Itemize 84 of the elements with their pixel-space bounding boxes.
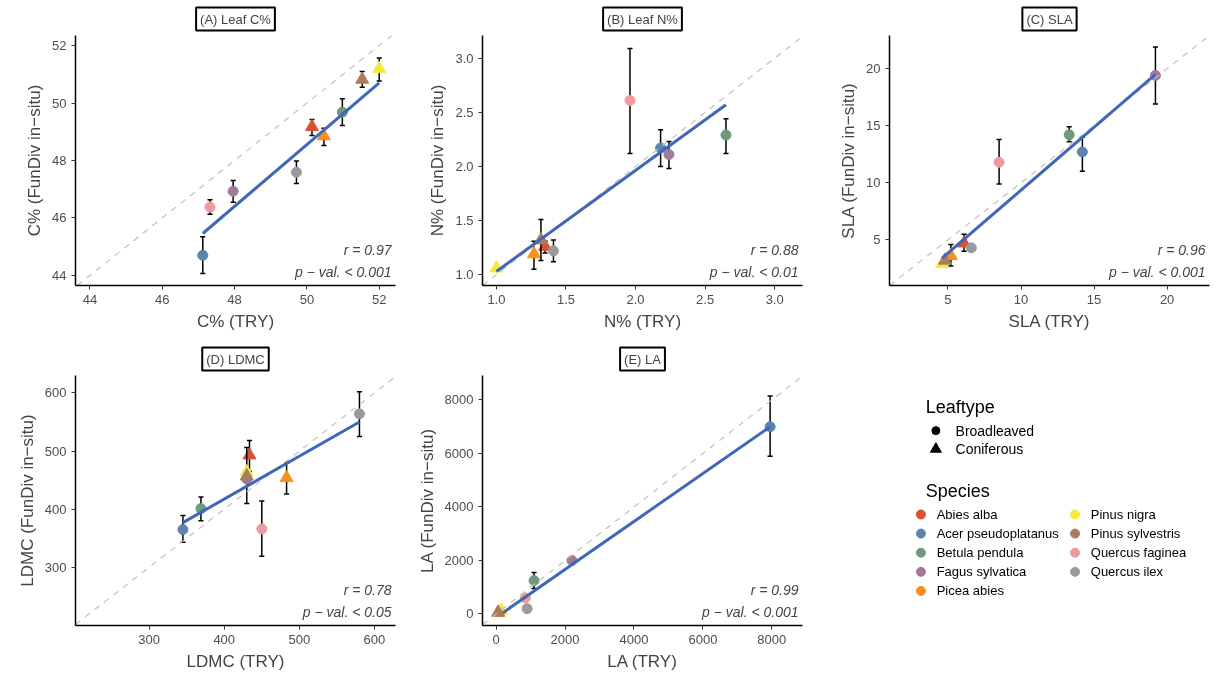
x-axis-title: N% (TRY) [603,311,682,331]
x-tick-label: 0 [492,631,500,647]
y-tick-label: 50 [52,95,67,111]
legend-label: Quercus ilex [1090,564,1164,580]
x-axis-title: C% (TRY) [196,311,275,331]
y-tick-label: 8000 [444,392,474,408]
annotation: r = 0.88 [750,241,799,258]
y-tick-label: 20 [866,61,881,77]
x-tick-label: 1.0 [487,291,506,307]
chart-title: (C) SLA [1026,11,1073,27]
x-tick-label: 2.5 [696,291,715,307]
legend-label: Abies alba [936,506,999,522]
y-axis-title: SLA (FunDiv in−situ) [839,83,859,239]
legend-label: Quercus faginea [1090,545,1187,561]
chart-title: (A) Leaf C% [200,11,272,27]
annotation: r = 0.99 [750,581,799,598]
y-tick-label: 500 [44,443,67,459]
x-tick-label: 8000 [757,631,787,647]
y-tick-label: 10 [866,175,881,191]
y-tick-label: 300 [44,559,67,575]
y-axis-title: LA (FunDiv in−situ) [417,428,437,574]
y-tick-label: 6000 [444,445,474,461]
y-tick-label: 52 [52,38,67,54]
legend-label: Pinus sylvestris [1090,526,1181,542]
y-tick-label: 1.5 [455,213,474,229]
chart-title: (D) LDMC [206,351,265,367]
annotation: p − val. < 0.001 [700,603,799,620]
x-tick-label: 6000 [688,631,718,647]
x-tick-label: 4000 [619,631,649,647]
x-tick-label: 44 [82,291,98,307]
y-tick-label: 5 [873,232,881,248]
x-tick-label: 300 [138,631,160,647]
y-axis-title: N% (FunDiv in−situ) [428,84,448,237]
x-tick-label: 5 [944,291,952,307]
legend-label: Broadleaved [955,422,1035,439]
annotation: p − val. < 0.001 [293,263,392,280]
x-tick-label: 46 [155,291,170,307]
x-tick-label: 2000 [550,631,580,647]
legend-title: Species [925,480,990,501]
x-tick-label: 48 [227,291,242,307]
y-tick-label: 600 [44,385,67,401]
x-tick-label: 600 [363,631,386,647]
y-tick-label: 46 [52,210,67,226]
x-tick-label: 1.5 [556,291,576,307]
x-tick-label: 2.0 [626,291,645,307]
legend-title: Leaftype [925,397,995,418]
x-axis-title: SLA (TRY) [1008,311,1090,331]
chart-title: (E) LA [624,351,662,367]
x-tick-label: 50 [299,291,315,307]
y-tick-label: 2.0 [455,158,474,174]
legend-label: Picea abies [936,583,1005,599]
x-tick-label: 400 [213,631,236,647]
x-tick-label: 20 [1159,291,1175,307]
x-tick-label: 10 [1013,291,1029,307]
y-tick-label: 2000 [444,552,474,568]
legend-label: Coniferous [955,441,1024,458]
annotation: p − val. < 0.05 [301,603,392,620]
legend-label: Betula pendula [936,545,1025,561]
annotation: p − val. < 0.01 [708,263,799,280]
y-tick-label: 2.5 [455,104,474,120]
annotation: r = 0.78 [343,581,392,598]
y-tick-label: 48 [52,153,67,168]
y-tick-label: 44 [52,267,67,283]
x-axis-title: LDMC (TRY) [186,651,285,671]
y-tick-label: 15 [866,118,881,134]
annotation: p − val. < 0.001 [1107,263,1206,280]
y-tick-label: 4000 [444,499,474,515]
legend-label: Pinus nigra [1090,506,1157,522]
y-tick-label: 400 [44,501,67,517]
y-tick-label: 3.0 [455,50,474,66]
y-tick-label: 0 [466,606,474,622]
x-tick-label: 500 [288,631,311,647]
y-axis-title: LDMC (FunDiv in−situ) [17,414,37,587]
annotation: r = 0.97 [343,241,393,258]
annotation: r = 0.96 [1157,241,1206,258]
y-axis-title: C% (FunDiv in−situ) [25,84,45,237]
x-tick-label: 52 [372,291,387,307]
legend-label: Acer pseudoplatanus [936,526,1060,542]
y-tick-label: 1.0 [455,267,474,283]
legend-label: Fagus sylvatica [936,564,1028,580]
x-tick-label: 15 [1086,291,1102,307]
x-axis-title: LA (TRY) [607,651,677,671]
chart-title: (B) Leaf N% [607,11,679,27]
x-tick-label: 3.0 [765,291,784,307]
